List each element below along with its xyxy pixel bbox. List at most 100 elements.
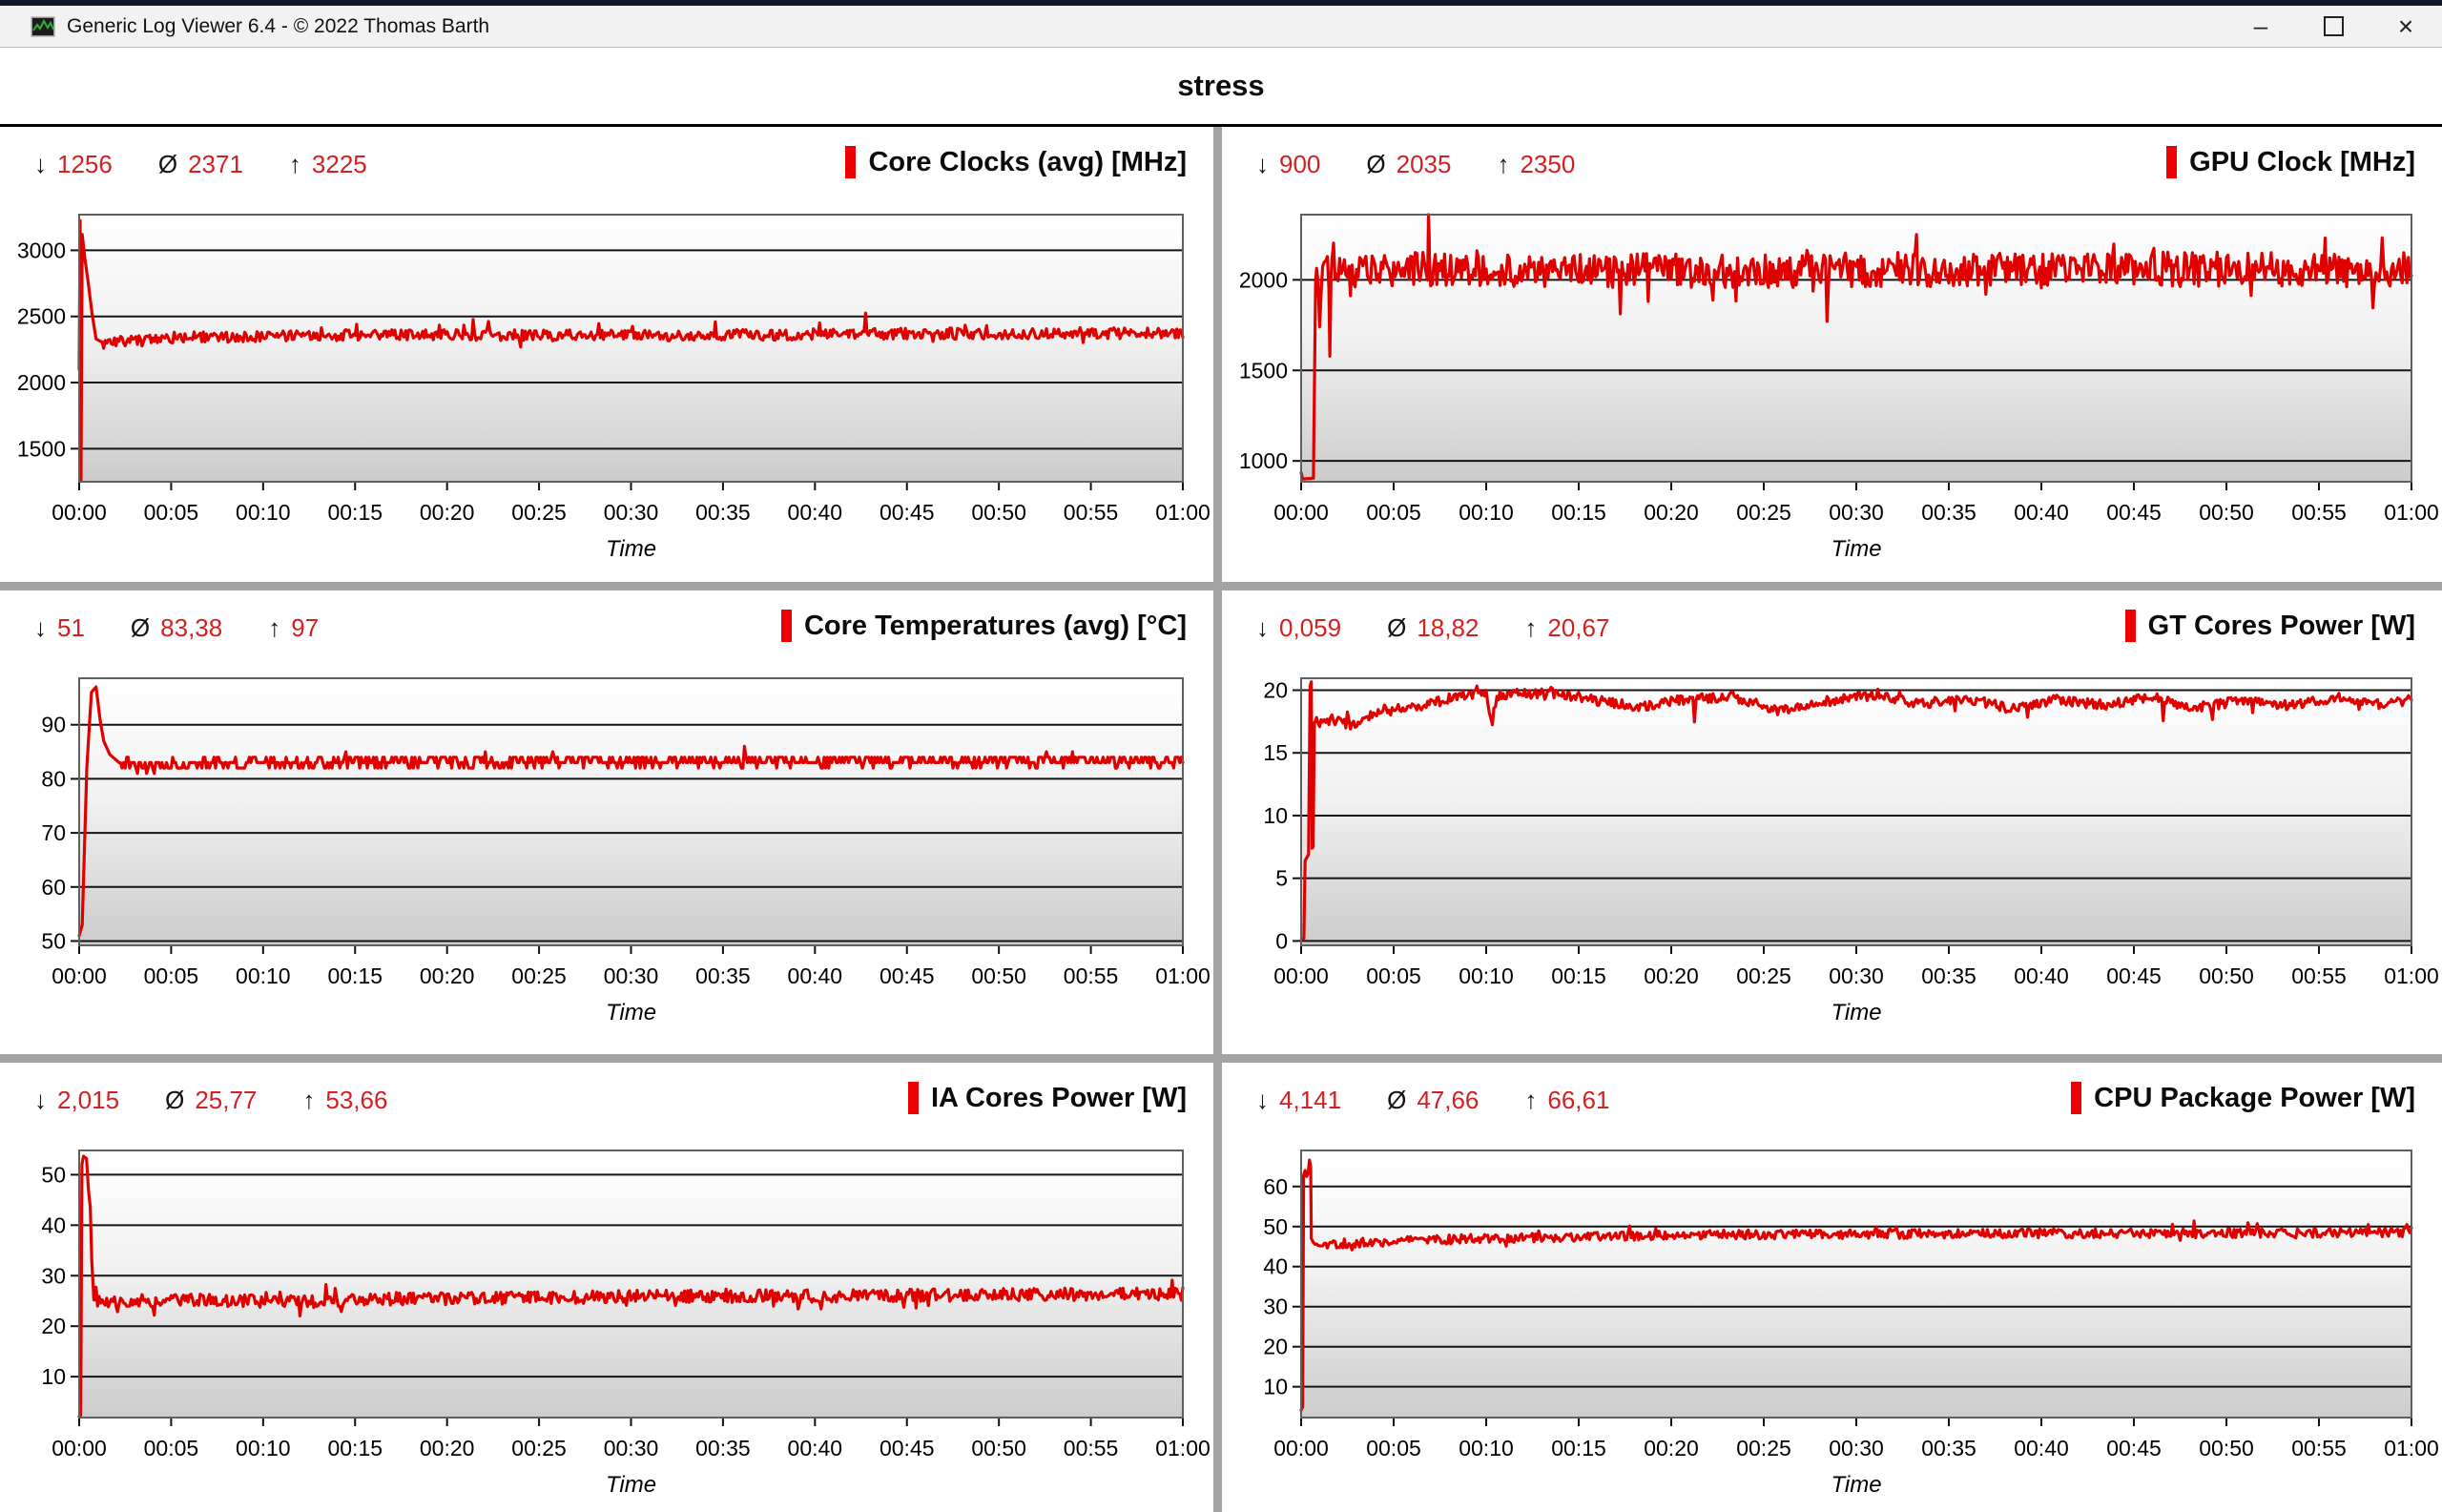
stat-avg: Ø 2371: [157, 150, 243, 178]
plot-background: [79, 1150, 1183, 1418]
y-tick-label: 60: [1263, 1174, 1288, 1199]
x-tick-label: 00:45: [2106, 500, 2162, 525]
page-header: stress: [0, 48, 2442, 124]
stats-row: ↓ 900 Ø 2035 ↑ 2350: [1256, 150, 1575, 179]
stat-max: ↑ 3225: [288, 150, 367, 178]
series-line: [1299, 213, 2413, 481]
x-tick-label: 00:15: [327, 500, 383, 525]
x-tick-label: 00:15: [1551, 500, 1606, 525]
x-axis-title: Time: [1831, 1000, 1881, 1025]
y-tick-label: 60: [41, 875, 66, 900]
max-arrow-icon: ↑: [288, 150, 301, 178]
x-tick-label: 00:20: [420, 1436, 475, 1460]
chart-plot[interactable]: 60 50 40 30 20 10 00:00 00:05 00:10 00:15 00:20 00:…: [1222, 1129, 2442, 1511]
y-tick-label: 50: [41, 928, 66, 953]
x-tick-label: 00:35: [695, 500, 751, 525]
stat-avg: Ø 83,38: [130, 613, 223, 642]
stat-min: ↓ 51: [34, 613, 85, 642]
close-button[interactable]: ×: [2397, 10, 2414, 41]
window-controls: – ×: [2225, 6, 2442, 47]
x-tick-label: 00:15: [1551, 1436, 1606, 1460]
x-tick-label: 00:30: [1829, 1436, 1884, 1460]
y-tick-label: 10: [1263, 803, 1288, 828]
min-arrow-icon: ↓: [34, 613, 47, 642]
y-tick-label: 5: [1275, 866, 1288, 891]
x-tick-label: 00:10: [1459, 963, 1514, 988]
x-tick-label: 00:40: [788, 1436, 843, 1460]
x-tick-label: 00:45: [2106, 963, 2162, 988]
x-tick-label: 00:10: [236, 1436, 291, 1460]
plot-border: [1300, 1150, 2412, 1419]
stats-row: ↓ 1256 Ø 2371 ↑ 3225: [34, 150, 367, 179]
x-tick-label: 00:00: [52, 500, 107, 525]
chart-panel-ia-cores-power: ↓ 2,015 Ø 25,77 ↑ 53,66 IA Cores Power [W] …: [0, 1063, 1213, 1512]
plot-background: [1301, 1150, 2411, 1418]
x-axis-title: Time: [606, 536, 656, 562]
avg-symbol-icon: Ø: [1387, 1086, 1407, 1114]
y-tick-label: 1000: [1239, 448, 1288, 473]
x-tick-label: 00:45: [880, 1436, 935, 1460]
x-tick-label: 00:50: [2199, 1436, 2254, 1460]
avg-symbol-icon: Ø: [165, 1086, 185, 1114]
x-tick-label: 00:35: [1921, 500, 1976, 525]
legend-color-swatch: [2124, 610, 2136, 642]
y-tick-label: 30: [41, 1263, 66, 1288]
x-tick-label: 00:10: [236, 500, 291, 525]
chart-panel-gt-cores-power: ↓ 0,059 Ø 18,82 ↑ 20,67 GT Cores Power [W] …: [1222, 590, 2442, 1054]
chart-title: GT Cores Power [W]: [2147, 610, 2415, 641]
x-tick-label: 00:20: [1644, 500, 1699, 525]
x-tick-label: 00:25: [1736, 500, 1791, 525]
maximize-button[interactable]: [2297, 6, 2370, 47]
max-arrow-icon: ↑: [1524, 613, 1538, 642]
x-tick-label: 00:45: [880, 500, 935, 525]
legend: Core Clocks (avg) [MHz]: [845, 146, 1187, 178]
x-tick-label: 00:45: [2106, 1436, 2162, 1460]
plot-background: [1301, 215, 2411, 482]
min-arrow-icon: ↓: [1256, 613, 1269, 642]
min-arrow-icon: ↓: [34, 1086, 47, 1114]
y-tick-label: 30: [1263, 1295, 1288, 1319]
min-arrow-icon: ↓: [1256, 1086, 1269, 1114]
x-tick-label: 00:55: [2291, 1436, 2347, 1460]
legend-color-swatch: [2166, 146, 2178, 178]
chart-title: Core Clocks (avg) [MHz]: [868, 146, 1187, 177]
legend: CPU Package Power [W]: [2071, 1082, 2415, 1114]
y-tick-label: 50: [1263, 1214, 1288, 1239]
x-tick-label: 00:35: [695, 1436, 751, 1460]
chart-plot[interactable]: 50 40 30 20 10 00:00 00:05 00:10 00:15 00:20 00:25…: [0, 1129, 1213, 1511]
plot-border: [1300, 214, 2412, 483]
chart-plot[interactable]: 90 80 70 60 50 00:00 00:05 00:10 00:15 00:20 00:25…: [0, 657, 1213, 1039]
x-tick-label: 00:30: [604, 500, 659, 525]
header-separator: [0, 124, 2442, 127]
x-tick-label: 00:10: [236, 963, 291, 988]
stat-max: ↑ 53,66: [302, 1086, 388, 1114]
y-tick-label: 1500: [17, 436, 66, 461]
x-tick-label: 00:25: [511, 1436, 567, 1460]
series-line: [77, 218, 1185, 483]
x-tick-label: 00:05: [144, 1436, 199, 1460]
chart-plot[interactable]: 3000 2500 2000 1500 00:00 00:05 00:10 00:15 00:2…: [0, 194, 1213, 575]
x-tick-label: 00:50: [2199, 500, 2254, 525]
minimize-button[interactable]: –: [2253, 11, 2268, 40]
x-tick-label: 01:00: [2384, 1436, 2439, 1460]
y-tick-label: 20: [1263, 1335, 1288, 1359]
x-tick-label: 00:00: [1273, 500, 1329, 525]
x-tick-label: 00:05: [1366, 963, 1421, 988]
chart-title: Core Temperatures (avg) [°C]: [803, 610, 1187, 641]
stats-row: ↓ 4,141 Ø 47,66 ↑ 66,61: [1256, 1086, 1609, 1115]
y-tick-label: 80: [41, 766, 66, 791]
chart-panel-gpu-clock: ↓ 900 Ø 2035 ↑ 2350 GPU Clock [MHz] 2000 150…: [1222, 127, 2442, 582]
y-tick-label: 10: [1263, 1375, 1288, 1399]
max-arrow-icon: ↑: [1524, 1086, 1538, 1114]
x-axis-title: Time: [606, 1472, 656, 1498]
x-tick-label: 00:20: [1644, 1436, 1699, 1460]
avg-symbol-icon: Ø: [130, 613, 151, 642]
chart-plot[interactable]: 2000 1500 1000 00:00 00:05 00:10 00:15 00:20 00:…: [1222, 194, 2442, 575]
x-tick-label: 00:00: [1273, 963, 1329, 988]
chart-plot[interactable]: 20 15 10 5 0 00:00 00:05 00:10 00:15 00:20 00:25 00…: [1222, 657, 2442, 1039]
x-tick-label: 00:40: [2014, 500, 2069, 525]
window-top-edge: [0, 0, 2442, 6]
x-tick-label: 00:30: [604, 963, 659, 988]
stat-min: ↓ 2,015: [34, 1086, 120, 1114]
x-axis-title: Time: [606, 1000, 656, 1025]
